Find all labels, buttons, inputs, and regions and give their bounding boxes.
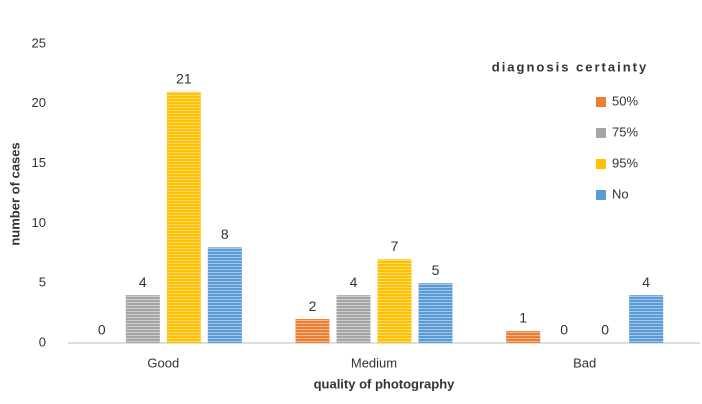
data-label: 0 xyxy=(560,322,568,338)
x-axis-label: quality of photography xyxy=(314,376,456,391)
legend-label: 95% xyxy=(612,155,638,170)
data-label: 7 xyxy=(391,238,399,254)
bar-texture xyxy=(295,319,330,343)
legend-label: No xyxy=(612,186,629,201)
y-tick-label: 15 xyxy=(32,155,46,170)
data-label: 4 xyxy=(350,274,358,290)
x-tick-label: Good xyxy=(147,355,179,370)
bar-texture xyxy=(166,91,201,343)
x-tick-label: Medium xyxy=(351,355,397,370)
bar-texture xyxy=(418,283,453,343)
y-tick-label: 0 xyxy=(39,334,46,349)
legend-swatch xyxy=(596,97,606,107)
y-axis-label: number of cases xyxy=(7,142,22,245)
bar-texture xyxy=(336,295,371,343)
data-label: 1 xyxy=(519,310,527,326)
bar-texture xyxy=(125,295,160,343)
data-label: 2 xyxy=(309,298,317,314)
legend-label: 75% xyxy=(612,124,638,139)
legend-swatch xyxy=(596,128,606,138)
y-tick-label: 25 xyxy=(32,35,46,50)
y-tick-label: 5 xyxy=(39,275,46,290)
bar-texture xyxy=(629,295,664,343)
legend-title: diagnosis certainty xyxy=(492,59,648,74)
bar-texture xyxy=(207,247,242,343)
x-tick-label: Bad xyxy=(573,355,596,370)
data-label: 8 xyxy=(221,226,229,242)
data-label: 4 xyxy=(139,274,147,290)
bar-texture xyxy=(377,259,412,343)
legend-label: 50% xyxy=(612,93,638,108)
legend-swatch xyxy=(596,159,606,169)
data-label: 5 xyxy=(432,262,440,278)
y-tick-label: 10 xyxy=(32,215,46,230)
data-label: 21 xyxy=(176,71,192,87)
data-label: 0 xyxy=(98,322,106,338)
bar-texture xyxy=(506,331,541,343)
legend-swatch xyxy=(596,190,606,200)
data-label: 4 xyxy=(642,274,650,290)
data-label: 0 xyxy=(601,322,609,338)
y-tick-label: 20 xyxy=(32,95,46,110)
